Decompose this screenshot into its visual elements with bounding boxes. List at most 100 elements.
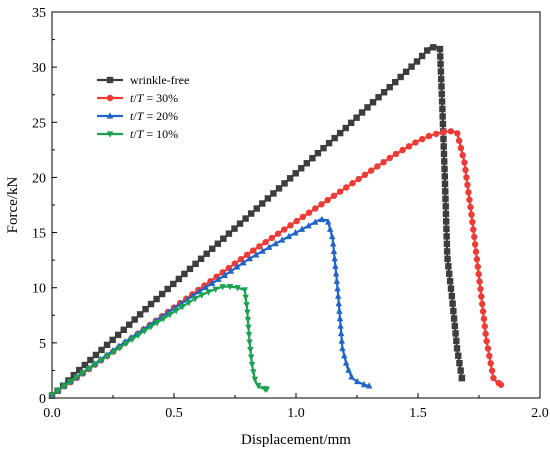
data-point <box>471 241 479 248</box>
data-point <box>298 165 305 172</box>
data-point <box>160 316 167 323</box>
legend-label-part: / <box>133 91 137 105</box>
data-point <box>355 175 362 183</box>
data-point <box>209 245 216 252</box>
data-point <box>442 218 450 225</box>
x-tick-label: 0.0 <box>43 406 61 421</box>
y-axis-label: Force/kN <box>5 177 21 234</box>
data-point <box>486 352 493 360</box>
data-point <box>87 356 94 364</box>
data-point <box>441 180 449 188</box>
legend-label: t/T = 20% <box>130 109 178 123</box>
data-point <box>455 137 463 144</box>
data-point <box>336 188 344 195</box>
series-0 <box>48 44 466 399</box>
data-point <box>450 307 457 315</box>
data-point <box>488 367 496 374</box>
data-point <box>418 52 426 60</box>
data-point <box>242 294 249 302</box>
data-point <box>279 236 286 243</box>
data-point <box>110 349 117 356</box>
data-point <box>231 225 238 232</box>
data-point <box>175 275 183 283</box>
data-point <box>412 139 419 146</box>
data-point <box>380 158 387 166</box>
data-point <box>263 386 270 393</box>
data-point <box>332 262 339 269</box>
x-tick-label: 0.5 <box>165 406 183 421</box>
y-tick-label: 30 <box>32 61 46 76</box>
legend-label-part: wrinkle-free <box>130 73 189 87</box>
data-point <box>128 336 136 344</box>
data-point <box>437 68 445 75</box>
data-point <box>342 359 350 366</box>
data-point <box>76 366 83 374</box>
data-point <box>243 251 251 258</box>
data-point <box>441 165 448 173</box>
data-point <box>463 174 470 181</box>
data-point <box>136 311 144 318</box>
data-point <box>452 330 459 337</box>
x-tick-label: 2.0 <box>531 406 549 421</box>
data-point <box>361 171 369 179</box>
data-point <box>314 149 322 157</box>
legend-label-part: = 30% <box>143 91 178 105</box>
legend-label-part: = 10% <box>143 127 178 141</box>
data-point <box>497 381 505 388</box>
data-point <box>285 232 293 240</box>
data-point <box>272 239 279 247</box>
data-point <box>458 374 466 382</box>
data-point <box>438 98 446 105</box>
data-point <box>250 369 257 376</box>
data-point <box>353 114 360 121</box>
data-point <box>358 109 366 116</box>
data-point <box>166 312 174 319</box>
data-point <box>457 367 464 374</box>
data-point <box>141 328 148 335</box>
data-point <box>197 255 205 263</box>
data-point <box>135 332 142 339</box>
data-point <box>318 201 325 208</box>
data-point <box>147 300 155 308</box>
legend-label-part: t <box>130 109 134 123</box>
data-point <box>375 94 382 101</box>
data-point <box>249 247 257 254</box>
data-point <box>490 374 497 382</box>
data-point <box>236 220 244 227</box>
data-point <box>468 211 475 218</box>
data-point <box>443 225 450 233</box>
data-point <box>248 361 256 369</box>
data-point <box>326 225 334 232</box>
x-tick-label: 1.0 <box>287 406 305 421</box>
data-point <box>459 152 466 159</box>
data-point <box>191 295 199 303</box>
data-point <box>336 307 343 314</box>
data-point <box>305 209 313 216</box>
data-point <box>234 285 241 292</box>
data-point <box>369 99 377 106</box>
legend-item: wrinkle-free <box>97 73 189 87</box>
data-point <box>466 196 473 203</box>
data-point <box>334 284 341 292</box>
data-point <box>447 285 455 292</box>
data-point <box>453 337 460 345</box>
data-point <box>185 299 193 307</box>
data-point <box>473 256 481 263</box>
data-point <box>399 146 406 154</box>
legend-marker <box>106 76 114 84</box>
data-point <box>281 180 288 187</box>
data-point <box>153 320 161 327</box>
data-point <box>320 144 327 152</box>
data-point <box>298 225 306 232</box>
data-point <box>444 255 451 263</box>
data-point <box>299 213 307 221</box>
data-point <box>408 63 415 70</box>
data-point <box>450 315 458 322</box>
data-point <box>116 345 123 352</box>
data-point <box>240 258 247 266</box>
data-point <box>120 326 127 334</box>
legend-label-part: t <box>130 127 134 141</box>
y-tick-label: 5 <box>39 337 46 352</box>
x-tick-label: 1.5 <box>409 406 427 421</box>
data-point <box>438 90 445 98</box>
